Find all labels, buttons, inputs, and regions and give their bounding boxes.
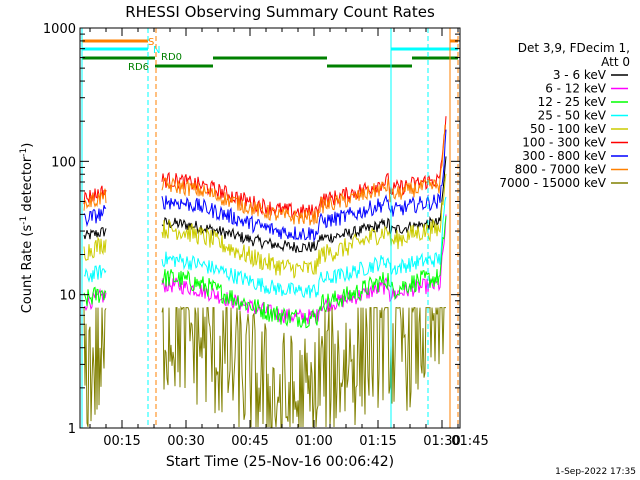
series-layer — [83, 116, 447, 428]
legend-entry-label: 3 - 6 keV — [553, 68, 607, 82]
chart-title: RHESSI Observing Summary Count Rates — [125, 3, 435, 21]
series-line — [83, 116, 447, 220]
x-tick-label: 01:30 — [423, 434, 460, 449]
x-tick-label: 01:00 — [295, 434, 332, 449]
plot-frame — [79, 27, 461, 429]
series-line — [83, 196, 447, 299]
x-tick-label: 00:45 — [231, 434, 268, 449]
x-tick-label: 01:15 — [359, 434, 396, 449]
x-tick-label: 01:45 — [451, 434, 488, 449]
legend-entry-label: 25 - 50 keV — [538, 109, 607, 123]
legend-header: Att 0 — [601, 55, 630, 69]
series-line — [83, 305, 446, 428]
flag-saa-label: S — [148, 37, 154, 48]
x-tick-label: 00:15 — [103, 434, 140, 449]
legend-entry-label: 100 - 300 keV — [522, 136, 606, 150]
series-line — [83, 124, 447, 226]
legend-entry-label: 12 - 25 keV — [538, 95, 607, 109]
legend-header: Det 3,9, FDecim 1, — [518, 41, 630, 55]
series-line — [83, 129, 447, 243]
y-tick-label: 10 — [59, 289, 76, 304]
legend-entry-label: 6 - 12 keV — [545, 82, 607, 96]
flag-rd6-label: RD6 — [128, 62, 149, 73]
y-tick-label: 1 — [68, 422, 76, 437]
series-line — [83, 173, 447, 279]
y-axis-label: Count Rate (s-1 detector-1) — [19, 143, 35, 314]
timestamp: 1-Sep-2022 17:35 — [555, 467, 636, 477]
y-tick-label: 1000 — [43, 22, 76, 37]
x-axis-label: Start Time (25-Nov-16 00:06:42) — [166, 454, 394, 470]
y-tick-label: 100 — [51, 155, 76, 170]
flag-rd0-label: RD0 — [161, 52, 182, 63]
legend-entry-label: 50 - 100 keV — [530, 122, 607, 136]
series-line — [83, 156, 447, 253]
legend-entry-label: 800 - 7000 keV — [515, 163, 607, 177]
legend-entry-label: 7000 - 15000 keV — [499, 176, 606, 190]
legend-entry-label: 300 - 800 keV — [522, 149, 606, 163]
x-tick-label: 00:30 — [167, 434, 204, 449]
series-line — [83, 216, 447, 329]
flag-night-label: N — [153, 45, 160, 56]
